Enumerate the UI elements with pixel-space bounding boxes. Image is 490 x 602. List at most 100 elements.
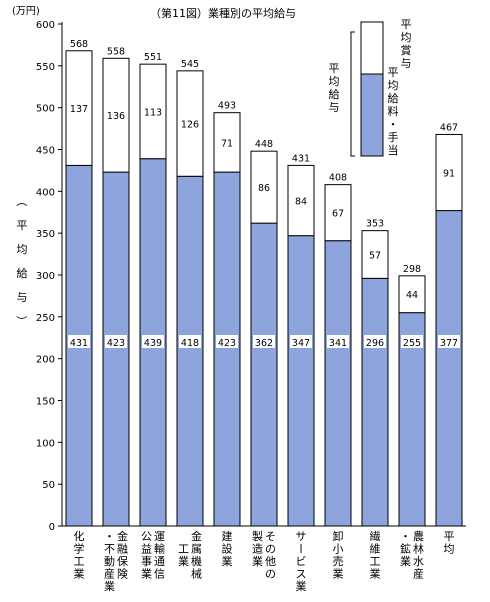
legend-bracket <box>350 31 355 157</box>
x-category-label-char: 属 <box>191 543 202 556</box>
x-category-label-char: 工 <box>74 555 85 568</box>
x-category-label-char: ス <box>296 568 307 581</box>
x-category-label-char: 運 <box>154 530 165 543</box>
bars-group <box>65 50 463 527</box>
x-category-label-char: 業 <box>370 568 381 581</box>
x-category-label-char: 動 <box>104 554 115 568</box>
bar-salary-label: 341 <box>329 338 347 349</box>
x-category-label-char: 業 <box>74 568 85 581</box>
y-tick-label: 150 <box>36 397 55 408</box>
x-category-label-char: 卸 <box>333 529 344 543</box>
x-category-label-char: 険 <box>117 568 128 581</box>
bar-bonus-label: 71 <box>221 138 233 149</box>
bar-salary-segment <box>398 312 426 527</box>
x-category-label-char: ー <box>294 543 307 554</box>
y-axis-label-char: 給 <box>17 266 28 280</box>
bar-bonus-label: 44 <box>406 290 418 301</box>
x-category-label-char: 産 <box>104 568 115 581</box>
legend-swatch-salary <box>360 73 384 157</box>
y-tick-label: 550 <box>36 62 55 73</box>
bar-total-label: 467 <box>440 122 458 133</box>
bar-bonus-label: 91 <box>443 169 455 180</box>
x-category-label-char: 小 <box>333 543 344 556</box>
bar-salary-label-bg <box>290 335 312 348</box>
bar-salary-label: 296 <box>366 338 384 349</box>
x-category-label-char: 鉱 <box>400 542 411 556</box>
bar-bonus-segment <box>398 275 426 314</box>
legend-swatch-bonus <box>360 21 384 75</box>
y-tick-label: 50 <box>42 480 55 491</box>
bar-salary-label-bg <box>364 335 386 348</box>
bar-salary-label-bg <box>253 335 275 348</box>
x-category-label-char: 業 <box>400 555 411 568</box>
legend-label-salary-char: 平 <box>388 66 399 79</box>
x-category-label-char: 維 <box>370 543 381 556</box>
x-category-label-char: そ <box>265 530 276 543</box>
bar-bonus-label: 57 <box>369 251 381 262</box>
x-category-label-char: 益 <box>141 542 152 556</box>
bar-total-label: 431 <box>292 153 310 164</box>
x-category-label-char: 製 <box>252 529 263 543</box>
bar-salary-segment <box>213 171 241 527</box>
bar-salary-segment <box>361 277 389 527</box>
bar-total-label: 493 <box>218 101 236 112</box>
legend-label-bonus-char: 平 <box>401 18 412 31</box>
bar-bonus-label: 84 <box>295 197 307 208</box>
bar-salary-label-bg <box>327 335 349 348</box>
bar-bonus-label: 113 <box>144 107 162 118</box>
y-tick-label: 250 <box>36 313 55 324</box>
x-category-label-char: 造 <box>252 542 263 556</box>
legend-label-salary-char: 均 <box>388 79 399 92</box>
y-tick-label: 200 <box>36 355 55 366</box>
y-axis-label-char: 平 <box>17 219 28 232</box>
bar-salary-label: 431 <box>70 338 88 349</box>
bar-total-label: 558 <box>107 46 125 57</box>
legend-label-salary-char: ・ <box>388 118 399 131</box>
bar-total-label: 448 <box>255 139 273 150</box>
x-category-label-char: 工 <box>370 555 381 568</box>
bar-bonus-segment <box>435 133 463 212</box>
bar-salary-label-bg <box>68 335 90 348</box>
bar-bonus-segment <box>250 150 278 224</box>
bar-salary-label-bg <box>401 335 423 348</box>
x-category-label-char: 業 <box>252 555 263 568</box>
y-tick-label: 500 <box>36 104 55 115</box>
x-category-label-char: 通 <box>154 555 165 568</box>
y-tick-label: 400 <box>36 187 55 198</box>
legend-label-salary-char: 手 <box>388 130 399 144</box>
bar-bonus-segment <box>361 230 389 279</box>
legend-label-salary-char: 給 <box>388 91 399 105</box>
x-category-label-char: 林 <box>413 542 424 556</box>
bar-salary-label: 255 <box>403 338 421 349</box>
x-category-label-char: 信 <box>154 568 165 581</box>
x-category-label-char: 業 <box>333 568 344 581</box>
x-category-label-char: 械 <box>191 567 202 581</box>
y-axis-label-char: 均 <box>17 243 28 256</box>
x-category-label-char: 学 <box>74 542 85 556</box>
x-category-label-char: 保 <box>117 554 128 568</box>
y-tick-label: 100 <box>36 438 55 449</box>
bar-total-label: 568 <box>70 39 88 50</box>
y-axis-label-char: 与 <box>17 291 28 304</box>
x-category-label-char: 金 <box>191 529 202 543</box>
y-tick-label: 300 <box>36 271 55 282</box>
bar-salary-segment <box>435 210 463 527</box>
x-category-label-char: 金 <box>117 529 128 543</box>
y-tick-label: 600 <box>36 20 55 31</box>
y-axis-label-char: ） <box>15 316 28 327</box>
bar-total-label: 545 <box>181 59 199 70</box>
bar-total-label: 551 <box>144 52 162 63</box>
x-category-label-char: 農 <box>413 529 424 543</box>
bar-salary-label-bg <box>179 335 201 348</box>
x-category-label-char: ビ <box>296 555 307 568</box>
bar-bonus-segment <box>213 112 241 173</box>
bar-salary-label-bg <box>216 335 238 348</box>
bar-salary-label: 362 <box>255 338 273 349</box>
bar-total-label: 298 <box>403 264 421 275</box>
x-category-label-char: の <box>265 568 276 581</box>
x-category-label-char: 平 <box>444 530 455 543</box>
legend-group-label-char: 平 <box>329 62 340 75</box>
y-axis-label-char: （ <box>15 196 28 207</box>
x-category-label-char: 機 <box>191 554 202 568</box>
